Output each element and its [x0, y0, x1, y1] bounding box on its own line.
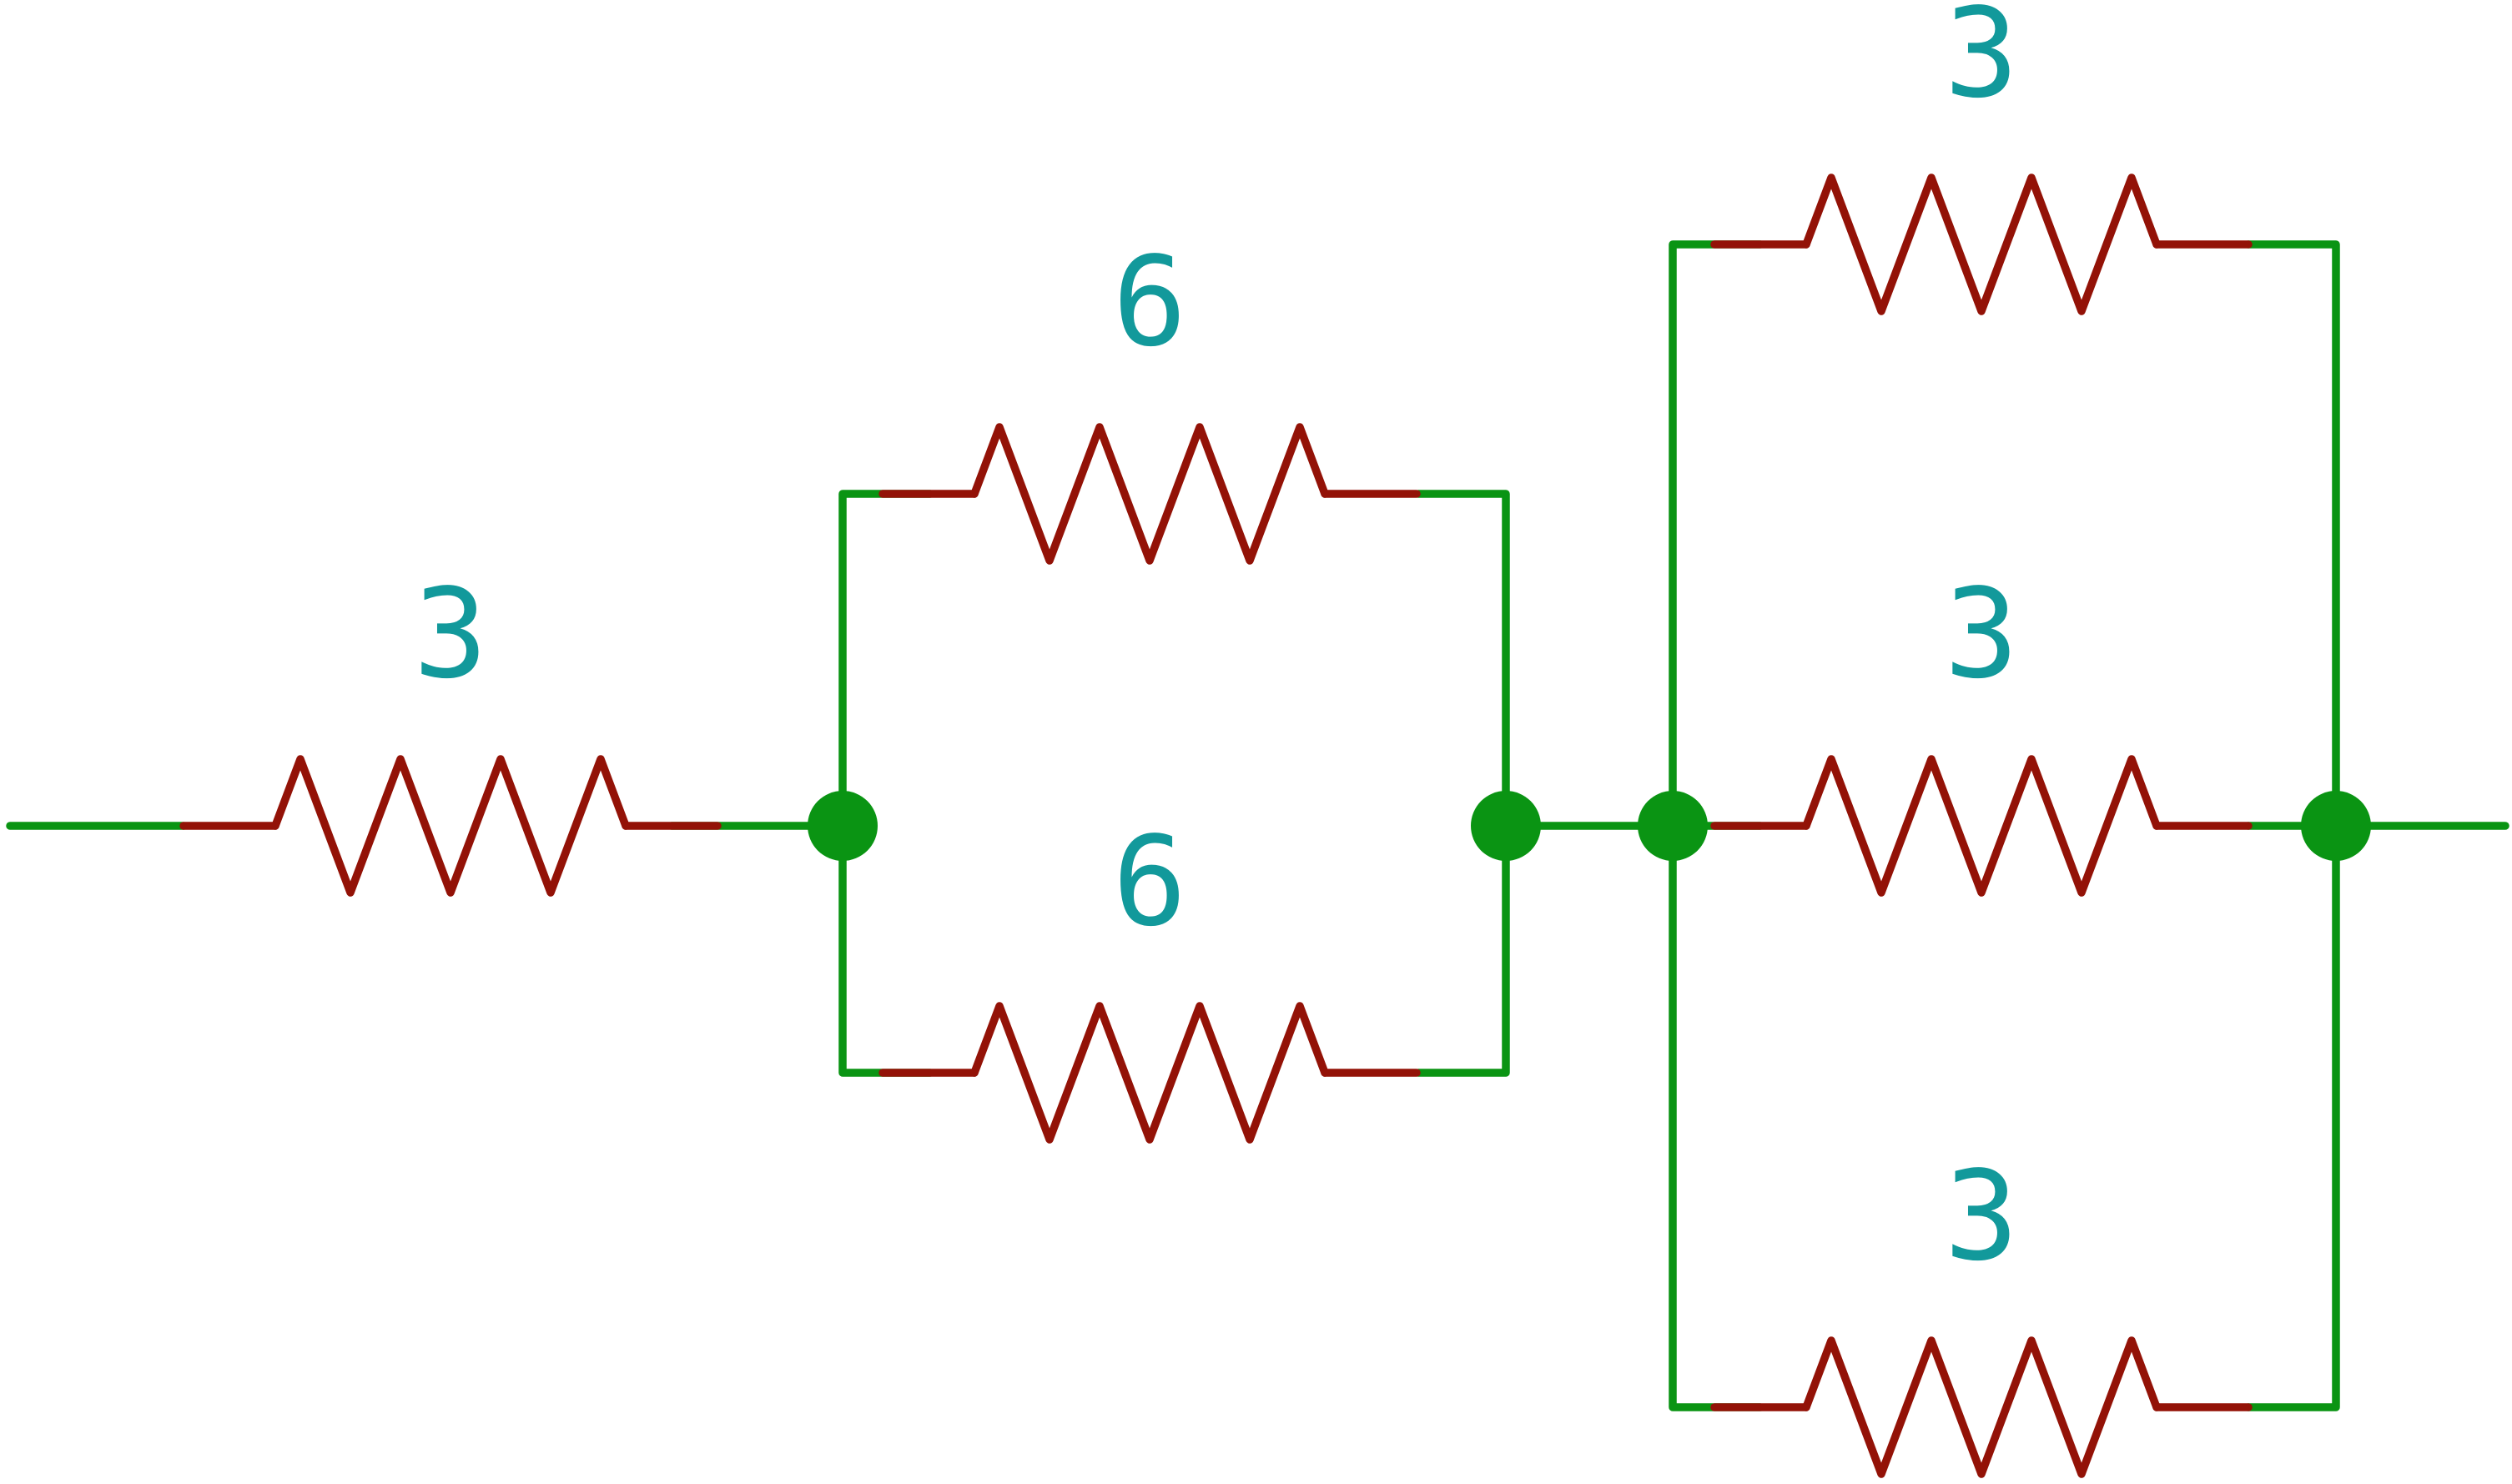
resistor-value-label: 3	[413, 562, 487, 706]
resistor-value-label: 6	[1112, 810, 1186, 953]
wire-node-d-bottom-branch	[2244, 822, 2340, 1411]
junction-dot	[1638, 791, 1708, 861]
resistor-value-label: 3	[1944, 562, 2018, 706]
resistor-value-label: 3	[1944, 1144, 2018, 1288]
wire-node-c-bottom-branch	[1669, 822, 1764, 1411]
resistor-r-right-top: 3	[1710, 0, 2253, 315]
resistor-r-series: 3	[179, 562, 722, 897]
wire-node-c-top-branch	[1669, 240, 1764, 830]
resistor-value-label: 3	[1944, 0, 2018, 125]
wire-node-b-top-branch	[1414, 490, 1510, 830]
resistor-zigzag	[271, 755, 630, 897]
resistor-zigzag	[1802, 1336, 2161, 1478]
junction-dot	[2301, 791, 2371, 861]
resistor-value-label: 6	[1112, 230, 1186, 374]
junction-dot	[1471, 791, 1541, 861]
resistor-r-mid-bottom: 6	[878, 810, 1421, 1144]
resistor-zigzag	[970, 1002, 1329, 1144]
resistor-zigzag	[1802, 174, 2161, 315]
wire-node-d-top-branch	[2244, 240, 2340, 830]
resistor-zigzag	[1802, 755, 2161, 897]
resistor-zigzag	[970, 423, 1329, 565]
wire-node-a-top-branch	[838, 490, 934, 830]
resistor-r-right-middle: 3	[1710, 562, 2253, 897]
wires	[6, 240, 2509, 1411]
wire-node-b-bottom-branch	[1414, 822, 1510, 1077]
resistors: 3 6 6 3 3 3	[179, 0, 2253, 1478]
resistor-r-mid-top: 6	[878, 230, 1421, 565]
resistor-r-right-bottom: 3	[1710, 1144, 2253, 1478]
junction-dot	[808, 791, 878, 861]
junctions	[808, 791, 2371, 861]
wire-node-a-bottom-branch	[838, 822, 934, 1077]
